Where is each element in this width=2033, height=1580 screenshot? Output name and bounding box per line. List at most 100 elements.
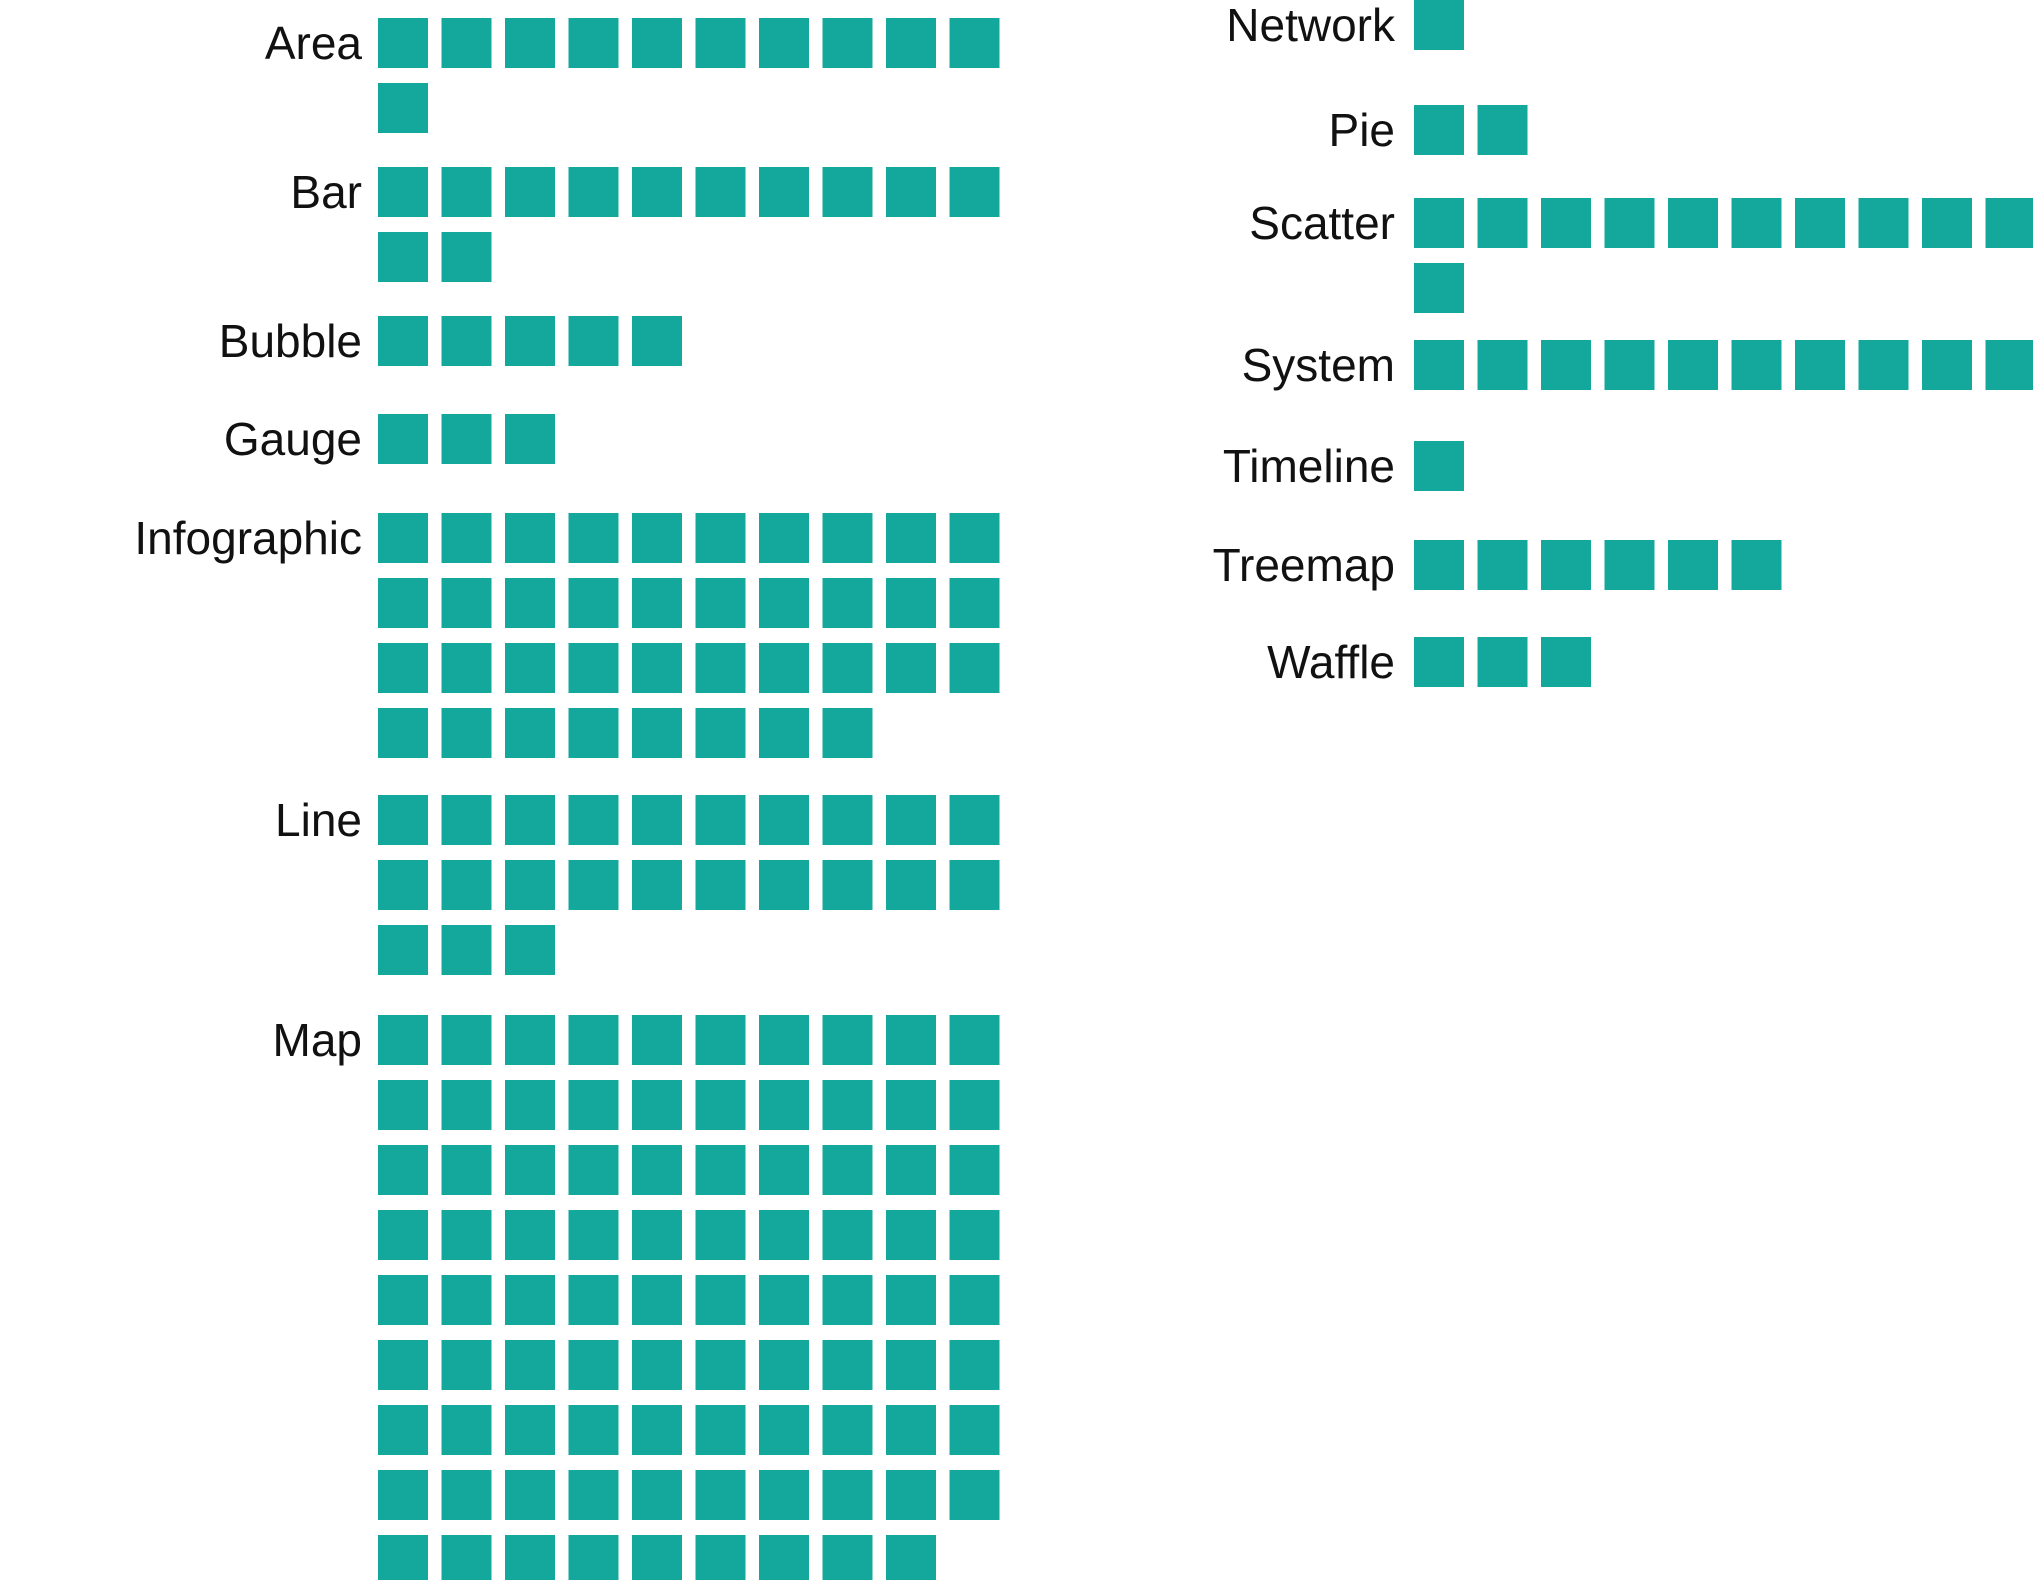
unit-square-line — [822, 860, 873, 910]
unit-square-map — [822, 1210, 873, 1260]
unit-square-map — [759, 1340, 809, 1390]
unit-square-map — [886, 1535, 936, 1580]
unit-square-map — [632, 1015, 682, 1065]
unit-square-map — [441, 1145, 492, 1195]
unit-square-bubble — [378, 316, 428, 366]
unit-square-line — [505, 795, 555, 845]
unit-square-treemap — [1541, 540, 1591, 590]
unit-square-bar — [695, 167, 746, 217]
unit-square-map — [759, 1405, 809, 1455]
unit-square-map — [378, 1210, 428, 1260]
unit-square-infographic — [505, 578, 555, 628]
unit-square-infographic — [632, 708, 682, 758]
unit-square-map — [886, 1210, 936, 1260]
unit-square-infographic — [568, 643, 619, 693]
unit-square-map — [568, 1340, 619, 1390]
unit-square-map — [695, 1080, 746, 1130]
unit-square-map — [441, 1405, 492, 1455]
unit-square-map — [568, 1015, 619, 1065]
unit-square-map — [759, 1015, 809, 1065]
unit-square-infographic — [949, 513, 1000, 563]
unit-square-infographic — [949, 643, 1000, 693]
unit-square-scatter — [1414, 263, 1464, 313]
unit-square-line — [441, 860, 492, 910]
unit-square-map — [949, 1470, 1000, 1520]
unit-square-system — [1477, 340, 1528, 390]
unit-square-line — [505, 860, 555, 910]
unit-square-area — [568, 18, 619, 68]
unit-square-scatter — [1922, 198, 1972, 248]
unit-square-map — [759, 1210, 809, 1260]
unit-square-area — [505, 18, 555, 68]
unit-square-infographic — [759, 643, 809, 693]
unit-square-treemap — [1604, 540, 1655, 590]
unit-square-bar — [568, 167, 619, 217]
category-label-system: System — [1242, 339, 1395, 391]
unit-square-infographic — [378, 643, 428, 693]
unit-square-line — [632, 860, 682, 910]
category-label-bar: Bar — [290, 166, 362, 218]
unit-square-pie — [1414, 105, 1464, 155]
unit-square-infographic — [695, 708, 746, 758]
unit-square-infographic — [441, 708, 492, 758]
unit-square-map — [505, 1145, 555, 1195]
unit-square-map — [568, 1080, 619, 1130]
unit-square-map — [441, 1470, 492, 1520]
unit-square-map — [568, 1210, 619, 1260]
unit-square-infographic — [441, 578, 492, 628]
unit-square-line — [505, 925, 555, 975]
unit-square-line — [886, 860, 936, 910]
unit-square-bubble — [568, 316, 619, 366]
unit-square-line — [568, 795, 619, 845]
unit-square-line — [632, 795, 682, 845]
unit-square-map — [822, 1470, 873, 1520]
unit-square-bar — [949, 167, 1000, 217]
unit-square-system — [1858, 340, 1909, 390]
category-labels: Area Bar Bubble Gauge Infographic Line Map Netw… — [134, 0, 1396, 1066]
category-label-timeline: Timeline — [1223, 440, 1395, 492]
unit-square-map — [949, 1340, 1000, 1390]
unit-square-infographic — [886, 643, 936, 693]
unit-square-map — [378, 1080, 428, 1130]
unit-square-map — [378, 1275, 428, 1325]
unit-square-infographic — [505, 643, 555, 693]
unit-square-scatter — [1541, 198, 1591, 248]
unit-square-infographic — [695, 578, 746, 628]
unit-square-bar — [822, 167, 873, 217]
unit-square-map — [441, 1015, 492, 1065]
unit-square-infographic — [886, 578, 936, 628]
unit-square-pie — [1477, 105, 1528, 155]
unit-square-bar — [759, 167, 809, 217]
unit-square-map — [632, 1535, 682, 1580]
unit-square-infographic — [822, 578, 873, 628]
unit-square-map — [822, 1535, 873, 1580]
unit-square-map — [695, 1470, 746, 1520]
unit-square-infographic — [822, 513, 873, 563]
unit-square-bubble — [632, 316, 682, 366]
unit-square-area — [632, 18, 682, 68]
unit-square-area — [759, 18, 809, 68]
unit-square-line — [695, 860, 746, 910]
unit-square-area — [822, 18, 873, 68]
unit-square-map — [632, 1470, 682, 1520]
unit-square-map — [949, 1275, 1000, 1325]
unit-square-bar — [378, 167, 428, 217]
unit-square-map — [441, 1080, 492, 1130]
unit-square-map — [886, 1470, 936, 1520]
unit-square-map — [568, 1535, 619, 1580]
category-label-gauge: Gauge — [224, 413, 362, 465]
unit-square-system — [1414, 340, 1464, 390]
unit-square-treemap — [1731, 540, 1782, 590]
unit-square-infographic — [822, 643, 873, 693]
unit-square-line — [822, 795, 873, 845]
unit-square-map — [378, 1535, 428, 1580]
unit-square-infographic — [632, 643, 682, 693]
unit-square-map — [759, 1470, 809, 1520]
unit-square-infographic — [695, 513, 746, 563]
unit-square-map — [441, 1210, 492, 1260]
unit-square-infographic — [568, 708, 619, 758]
unit-square-area — [441, 18, 492, 68]
unit-square-map — [695, 1145, 746, 1195]
unit-square-system — [1985, 340, 2033, 390]
unit-square-map — [759, 1535, 809, 1580]
